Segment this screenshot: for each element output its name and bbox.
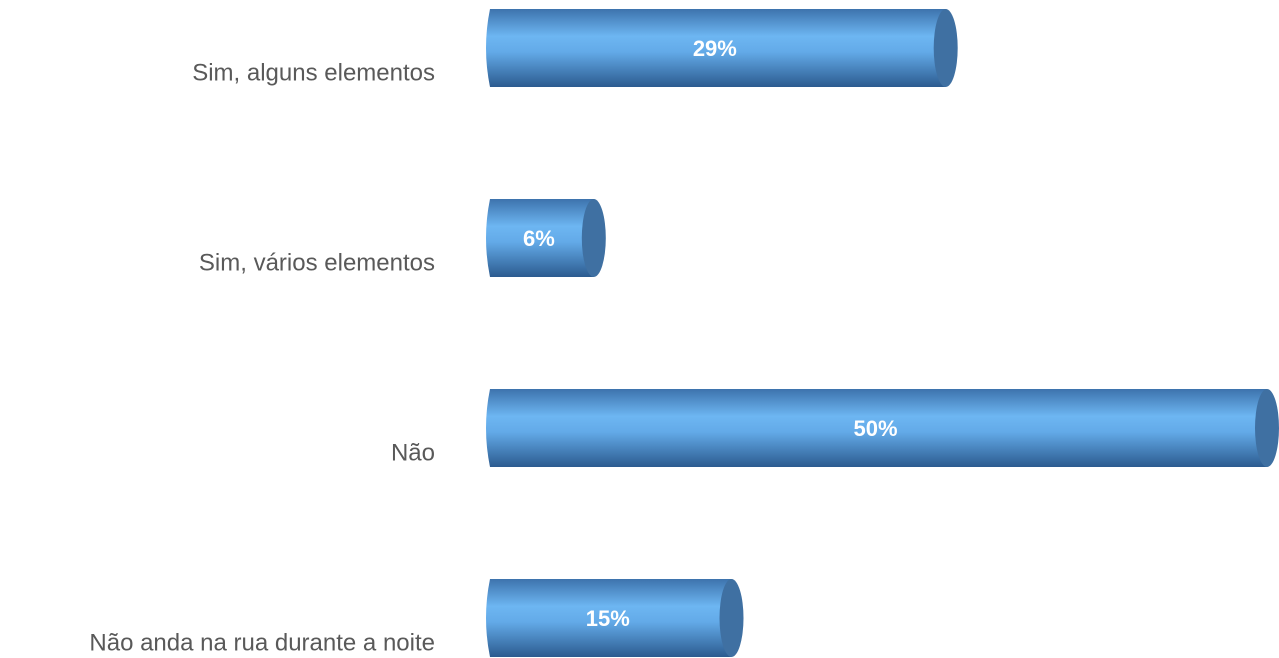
bar-cap <box>719 579 744 657</box>
value-label: 6% <box>523 226 555 251</box>
bar-body <box>486 9 946 87</box>
bar <box>486 9 958 87</box>
bar <box>486 199 606 277</box>
value-label: 29% <box>693 36 737 61</box>
bar-cap <box>933 9 958 87</box>
bar-body <box>486 579 732 657</box>
category-label: Não <box>391 439 435 466</box>
value-label: 15% <box>586 606 630 631</box>
category-label: Sim, alguns elementos <box>192 59 435 86</box>
category-label: Sim, vários elementos <box>199 249 435 276</box>
bar <box>486 389 1279 467</box>
bar-cap <box>581 199 606 277</box>
value-label: 50% <box>853 416 897 441</box>
bar <box>486 579 744 657</box>
bar-body <box>486 389 1267 467</box>
category-label: Não anda na rua durante a noite <box>89 629 435 656</box>
bar-body <box>486 199 594 277</box>
bar-cap <box>1255 389 1279 467</box>
